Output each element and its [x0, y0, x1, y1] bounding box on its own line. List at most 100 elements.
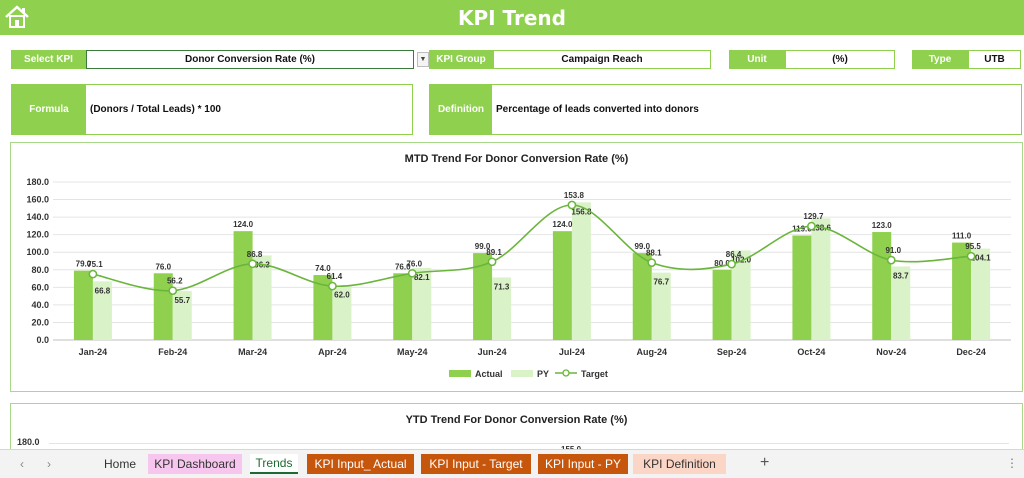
sheet-tab-kpi-definition[interactable]: KPI Definition [633, 454, 726, 474]
bar-actual [792, 235, 812, 340]
type-value: UTB [968, 50, 1021, 69]
bar-actual [712, 269, 732, 340]
data-label-target: 56.2 [167, 277, 183, 286]
legend-label-actual: Actual [475, 369, 503, 379]
bar-actual [632, 253, 652, 340]
legend-label-target: Target [581, 369, 608, 379]
target-point [966, 251, 976, 261]
data-label-target: 76.0 [406, 259, 422, 268]
data-label-actual: 80.0 [714, 259, 730, 268]
data-label-target: 61.4 [327, 272, 343, 281]
data-label-actual: 99.0 [634, 242, 650, 251]
y-tick-label: 100.0 [26, 247, 49, 257]
mtd-chart-panel[interactable]: MTD Trend For Donor Conversion Rate (%) … [10, 142, 1023, 392]
type-group: Type UTB [912, 50, 1021, 69]
type-label: Type [912, 50, 968, 69]
y-tick-label: 40.0 [31, 300, 49, 310]
bar-py [172, 291, 192, 340]
data-label-py: 62.0 [334, 291, 350, 300]
unit-label: Unit [729, 50, 785, 69]
kpi-group-group: KPI Group Campaign Reach [429, 50, 711, 69]
data-label-actual: 79.0 [76, 260, 92, 269]
select-kpi-value: Donor Conversion Rate (%) [184, 54, 315, 65]
y-tick-label: 140.0 [26, 212, 49, 222]
bar-actual [552, 231, 572, 340]
bar-actual [313, 275, 333, 340]
definition-box: Definition Percentage of leads converted… [429, 84, 1022, 135]
x-tick-label: Jun-24 [478, 347, 507, 357]
formula-box: Formula (Donors / Total Leads) * 100 [11, 84, 413, 135]
select-kpi-label: Select KPI [11, 50, 86, 69]
target-point [407, 268, 417, 278]
data-label-actual: 76.0 [155, 262, 171, 271]
sheet-tab-trends[interactable]: Trends [250, 454, 298, 474]
target-point [567, 200, 577, 210]
formula-label: Formula [12, 85, 86, 134]
bar-actual [393, 273, 413, 340]
target-point [647, 258, 657, 268]
data-label-actual: 119.0 [792, 225, 812, 234]
data-label-target: 88.1 [646, 249, 662, 258]
y-tick-label: 120.0 [26, 230, 49, 240]
data-label-target: 86.8 [247, 250, 263, 259]
ytd-gridline [49, 443, 1009, 444]
chevron-right-icon[interactable]: › [47, 457, 51, 471]
x-tick-label: Feb-24 [158, 347, 187, 357]
chevron-down-icon[interactable]: ▼ [417, 52, 429, 67]
bar-py [971, 248, 991, 340]
data-label-py: 83.7 [893, 272, 909, 281]
y-tick-label: 160.0 [26, 195, 49, 205]
target-point [487, 257, 497, 267]
target-point [886, 255, 896, 265]
title-bar: KPI Trend [0, 0, 1024, 35]
mtd-chart: 0.0 20.0 40.0 60.0 80.0 100.0 120.0 140.0 160.0 1… [26, 177, 1011, 379]
data-label-actual: 123.0 [872, 221, 893, 230]
kpi-group-label: KPI Group [429, 50, 493, 69]
select-kpi-group: Select KPI Donor Conversion Rate (%) ▼ [11, 50, 429, 69]
select-kpi-dropdown[interactable]: Donor Conversion Rate (%) ▼ [86, 50, 429, 69]
data-label-target: 89.1 [486, 248, 502, 257]
ytd-y-tick: 180.0 [17, 437, 40, 447]
sheet-tab-kpi-input-actual[interactable]: KPI Input_ Actual [307, 454, 414, 474]
sheet-tab-kpi-input-py[interactable]: KPI Input - PY [538, 454, 628, 474]
x-tick-label: Apr-24 [318, 347, 347, 357]
bar-py [811, 218, 831, 340]
legend-swatch-target-marker [562, 369, 570, 377]
x-tick-label: Aug-24 [636, 347, 667, 357]
data-label-py: 66.8 [95, 286, 111, 295]
sheet-tab-bar: ‹ › Home KPI Dashboard Trends KPI Input_ Ac… [0, 449, 1024, 478]
bar-py [891, 266, 911, 340]
data-label-actual: 76.0 [395, 262, 411, 271]
bar-actual [233, 231, 253, 340]
target-point [807, 221, 816, 231]
legend-swatch-py [511, 370, 533, 377]
more-vertical-icon[interactable]: ⋮ [1006, 456, 1018, 470]
sheet-tab-kpi-dashboard[interactable]: KPI Dashboard [148, 454, 242, 474]
formula-value: (Donors / Total Leads) * 100 [90, 104, 221, 115]
data-label-py: 102.0 [731, 255, 752, 264]
bar-py [651, 272, 671, 340]
y-tick-label: 80.0 [31, 265, 49, 275]
y-tick-label: 60.0 [31, 282, 49, 292]
data-label-actual: 99.0 [475, 242, 491, 251]
bar-py [92, 281, 112, 340]
bar-actual [473, 253, 493, 340]
unit-value: (%) [785, 50, 895, 69]
y-tick-label: 0.0 [36, 335, 49, 345]
y-tick-label: 180.0 [26, 177, 49, 187]
bar-py [252, 255, 272, 340]
target-line [92, 204, 972, 292]
home-icon[interactable] [3, 3, 31, 31]
target-point [727, 259, 736, 269]
sheet-tab-kpi-input-target[interactable]: KPI Input - Target [421, 454, 531, 474]
data-label-actual: 111.0 [952, 232, 972, 241]
mtd-chart-title: MTD Trend For Donor Conversion Rate (%) [404, 153, 629, 165]
sheet-tab-home[interactable]: Home [103, 457, 136, 471]
add-sheet-button[interactable]: + [760, 454, 770, 471]
chevron-left-icon[interactable]: ‹ [20, 457, 24, 471]
data-label-py: 76.7 [653, 278, 669, 287]
bar-py [412, 267, 432, 340]
legend-label-py: PY [537, 369, 549, 379]
x-tick-label: Jan-24 [79, 347, 108, 357]
